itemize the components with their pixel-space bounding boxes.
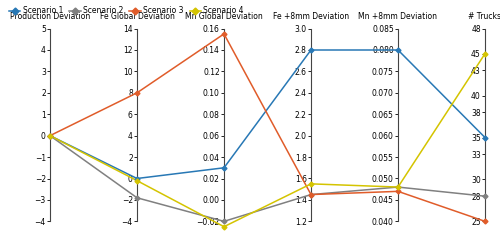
Text: Production Deviation: Production Deviation [10, 12, 90, 21]
Text: # Trucks: # Trucks [468, 12, 500, 21]
Text: Fe +8mm Deviation: Fe +8mm Deviation [273, 12, 349, 21]
Text: Mn Global Deviation: Mn Global Deviation [185, 12, 263, 21]
Text: Fe Global Deviation: Fe Global Deviation [100, 12, 174, 21]
Legend: Scenario 1, Scenario 2, Scenario 3, Scenario 4: Scenario 1, Scenario 2, Scenario 3, Scen… [9, 6, 244, 15]
Text: Mn +8mm Deviation: Mn +8mm Deviation [358, 12, 438, 21]
